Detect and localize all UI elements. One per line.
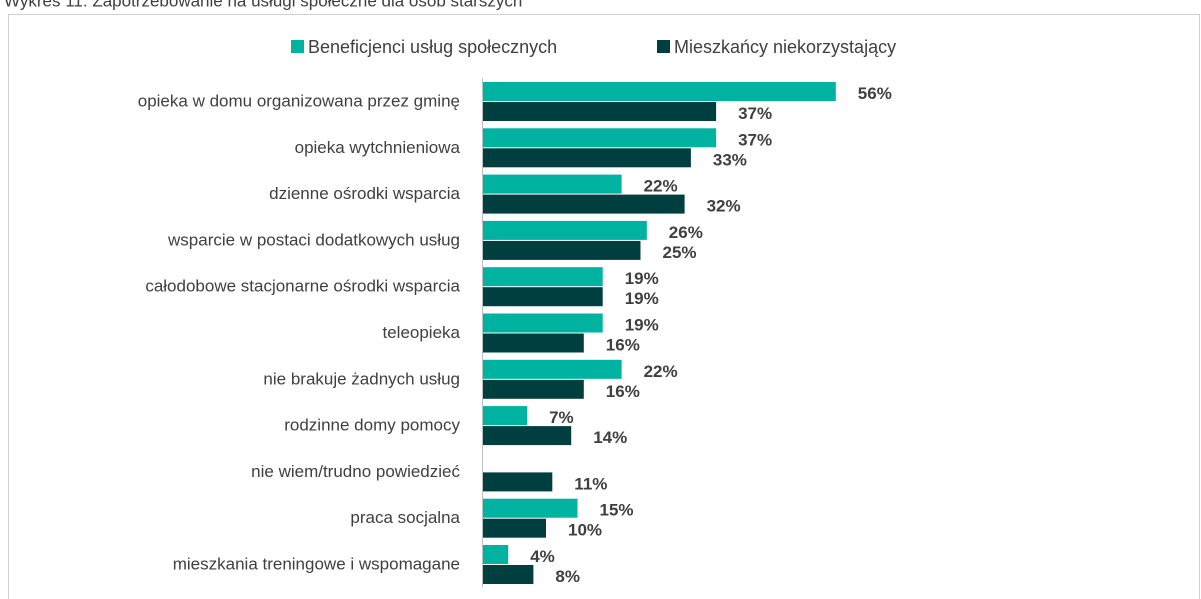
value-label: 19% [625,269,659,288]
value-label: 37% [738,130,772,149]
value-label: 4% [530,547,555,566]
bar [483,359,622,379]
bar [483,313,603,333]
category-label: opieka w domu organizowana przez gminę [138,91,460,110]
legend-label: Mieszkańcy niekorzystający [674,37,896,57]
value-label: 8% [555,567,580,586]
value-label: 25% [663,243,697,262]
chart-frame [8,14,1200,599]
value-label: 22% [644,177,678,196]
category-label: opieka wytchnieniowa [295,138,461,157]
bar [483,174,622,194]
category-label: nie wiem/trudno powiedzieć [251,462,460,481]
value-label: 14% [593,428,627,447]
bar [483,426,572,446]
value-label: 7% [549,408,574,427]
value-label: 33% [713,150,747,169]
bar [483,82,836,101]
bar [483,406,528,426]
value-label: 19% [625,289,659,308]
bar [483,128,717,148]
legend-swatch [291,40,304,53]
legend-swatch [657,40,670,53]
value-label: 10% [568,521,602,540]
category-label: mieszkania treningowe i wspomagane [173,554,460,573]
value-label: 37% [738,104,772,123]
value-label: 15% [600,501,634,520]
category-label: praca socjalna [350,508,460,527]
value-label: 22% [644,362,678,381]
chart-title: Wykres 11. Zapotrzebowanie na usługi spo… [4,0,522,10]
value-label: 16% [606,335,640,354]
bar [483,472,553,492]
value-label: 19% [625,315,659,334]
bar [483,148,691,168]
bar [483,565,534,584]
category-label: wsparcie w postaci dodatkowych usług [167,230,460,249]
value-label: 56% [858,84,892,103]
bar [483,240,641,260]
bar [483,498,578,518]
category-label: teleopieka [382,323,460,342]
value-label: 26% [669,223,703,242]
category-label: rodzinne domy pomocy [284,416,460,435]
category-label: całodobowe stacjonarne ośrodki wsparcia [145,277,460,296]
value-label: 32% [707,197,741,216]
bar [483,518,546,538]
category-label: nie brakuje żadnych usług [263,369,460,388]
value-label: 11% [574,474,607,493]
bar [483,220,647,240]
category-label: dzienne ośrodki wsparcia [269,184,460,203]
value-label: 16% [606,382,640,401]
bar [483,379,584,399]
bar [483,287,603,307]
bar [483,545,509,564]
bar [483,267,603,287]
bar [483,333,584,353]
legend-label: Beneficjenci usług społecznych [308,37,557,57]
bar [483,102,717,121]
bar [483,194,685,214]
